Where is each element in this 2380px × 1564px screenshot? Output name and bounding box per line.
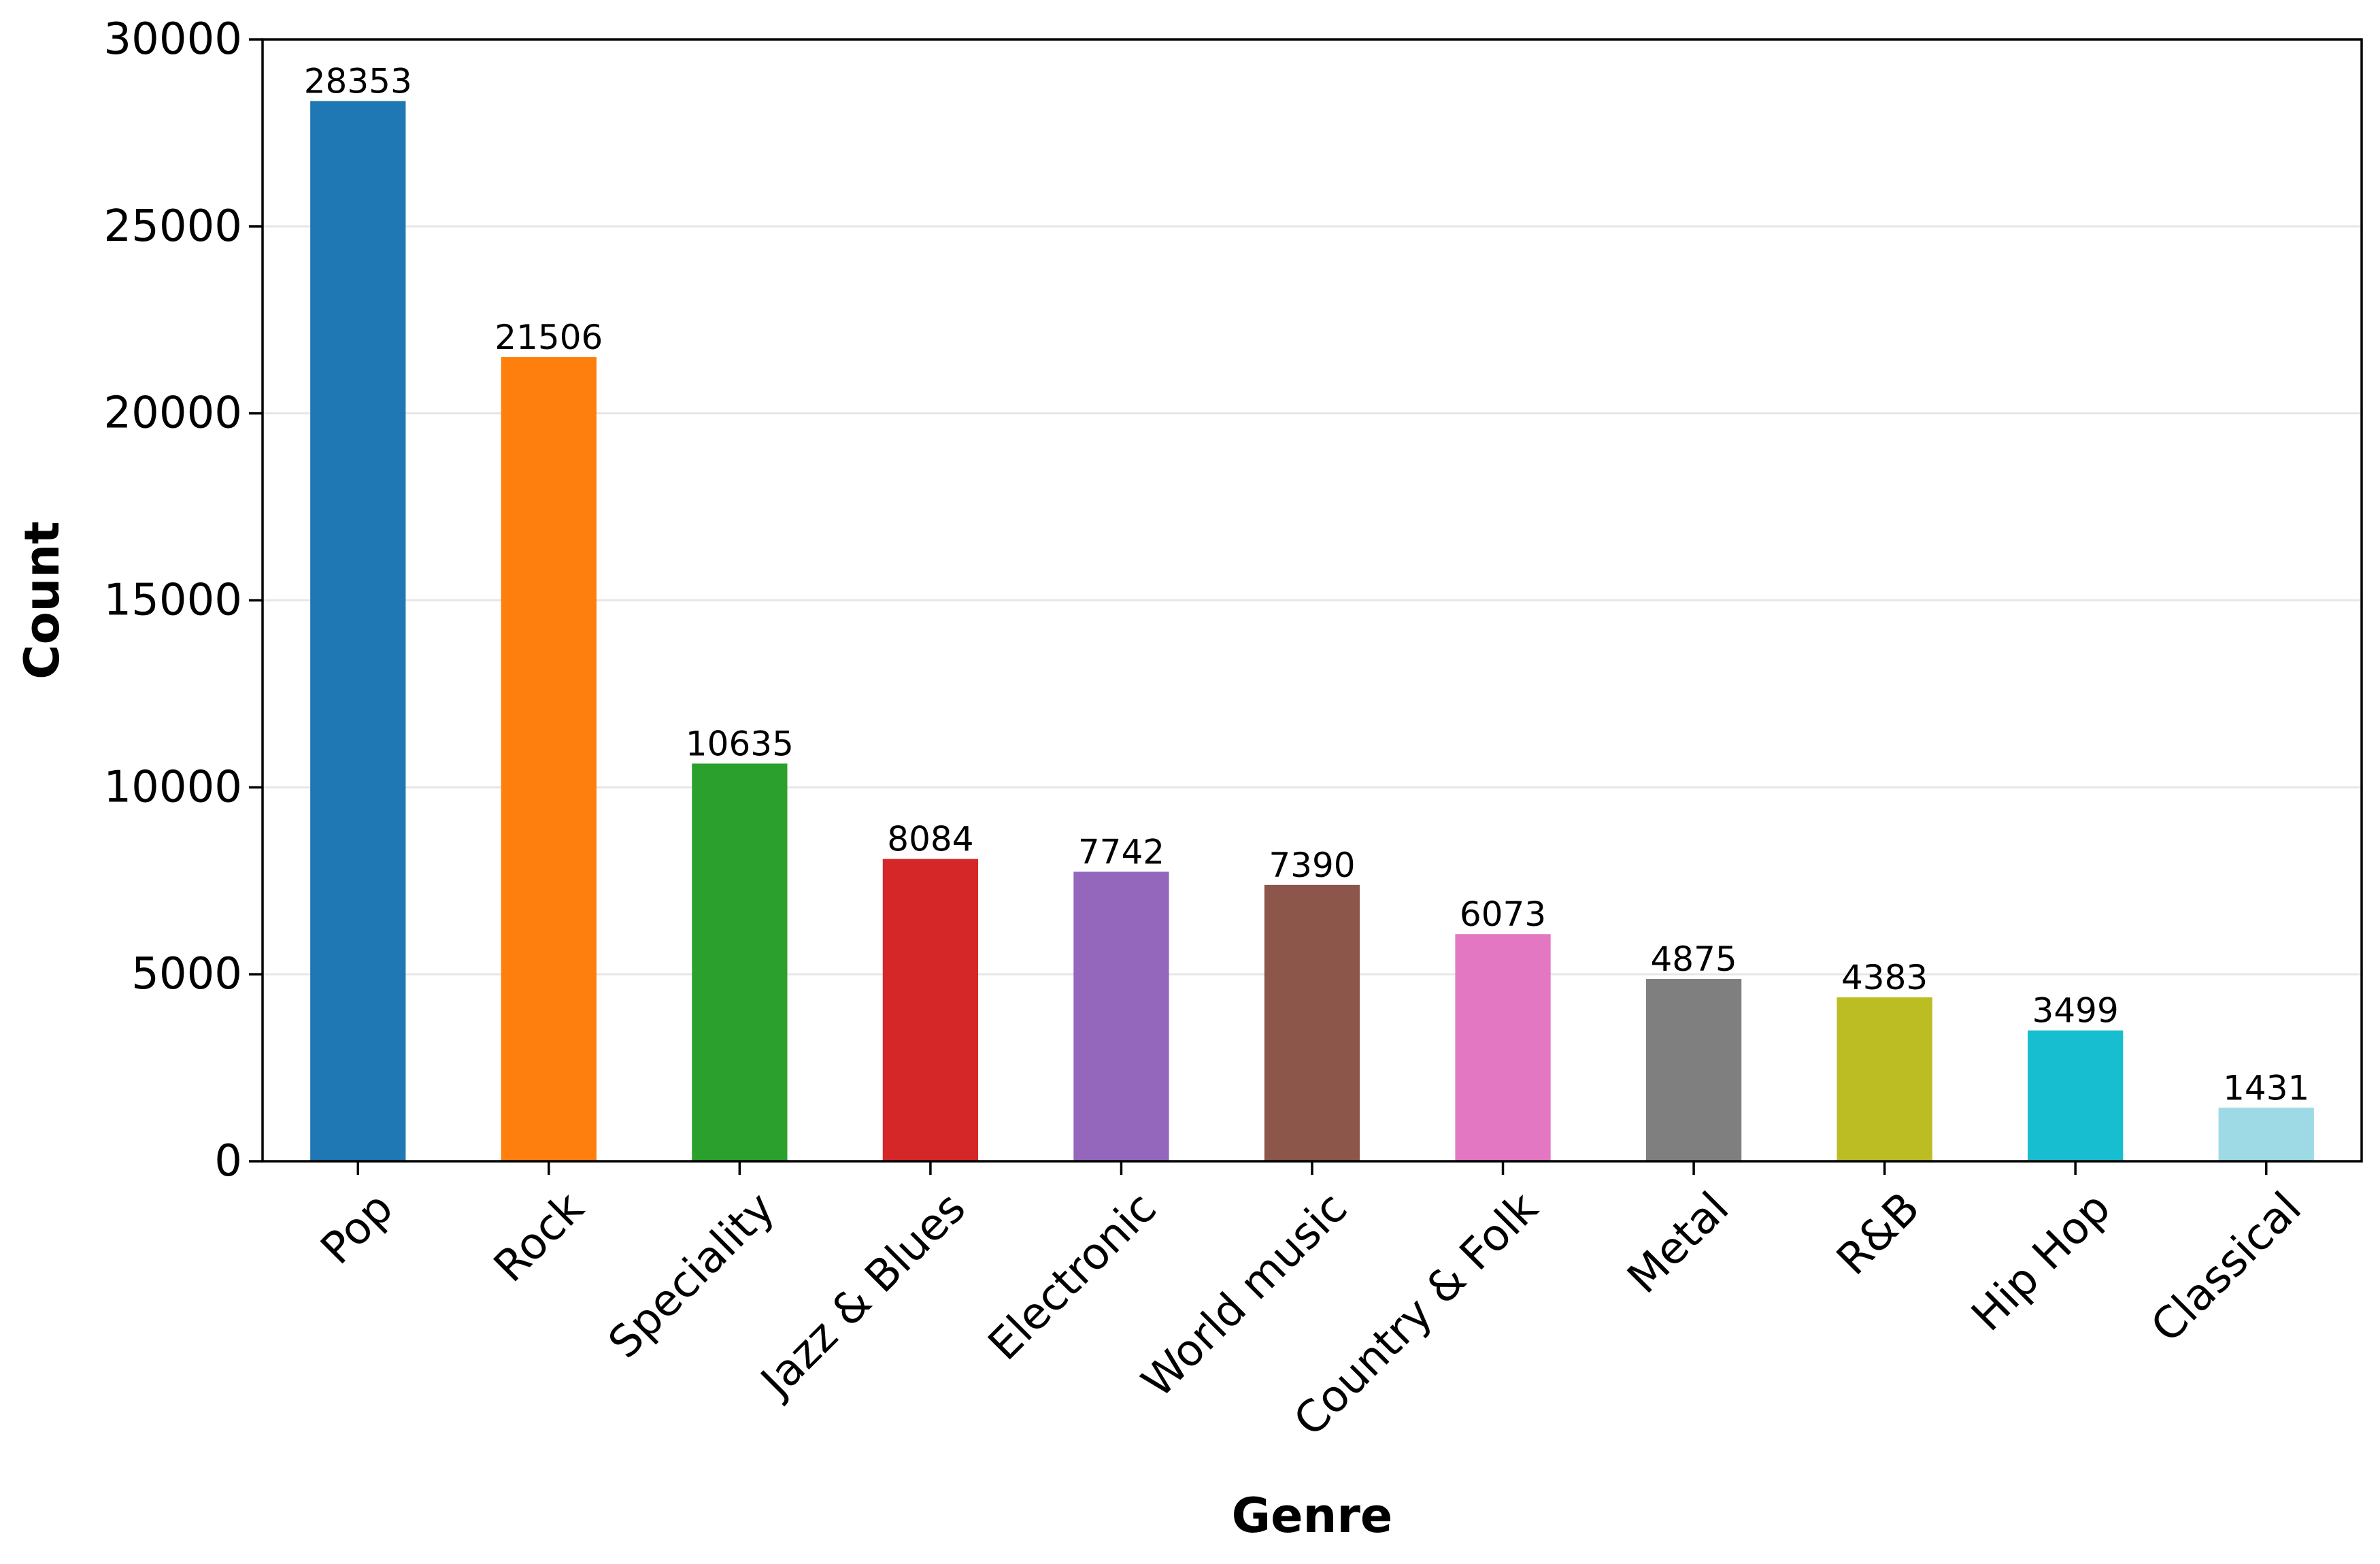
y-tick-label: 10000: [103, 762, 242, 812]
bar: [2218, 1108, 2314, 1161]
data-label: 6073: [1460, 895, 1546, 934]
y-tick-label: 5000: [131, 949, 242, 999]
y-axis-title: Count: [14, 521, 70, 680]
bars: [310, 101, 2314, 1161]
data-label: 4383: [1841, 958, 1928, 997]
bar: [882, 859, 979, 1161]
data-label: 28353: [304, 62, 412, 101]
y-tick-label: 30000: [103, 14, 242, 65]
data-label: 3499: [2032, 991, 2119, 1031]
bar: [310, 101, 406, 1161]
data-label: 7742: [1078, 832, 1164, 871]
data-label: 7390: [1269, 846, 1355, 885]
y-tick-label: 0: [214, 1136, 242, 1186]
y-tick-label: 25000: [103, 201, 242, 252]
bar: [2028, 1030, 2124, 1161]
data-label: 4875: [1650, 939, 1737, 979]
bar: [692, 763, 788, 1161]
bar: [501, 356, 597, 1161]
bar: [1837, 997, 1932, 1161]
data-label: 8084: [887, 820, 973, 859]
x-axis-title: Genre: [1232, 1488, 1393, 1544]
bar: [1645, 979, 1742, 1161]
y-tick-label: 15000: [103, 576, 242, 626]
bar: [1455, 934, 1551, 1161]
bar: [1073, 871, 1169, 1161]
y-axis-ticks: 0 5000 10000 15000 20000 25000 30000: [103, 14, 263, 1186]
data-labels: 28353 21506 10635 8084 7742 7390 6073 4875 4383 3…: [304, 62, 2310, 1108]
gridlines: [263, 225, 2362, 976]
y-tick-label: 20000: [103, 388, 242, 439]
data-label: 21506: [495, 318, 603, 357]
data-label: 10635: [686, 724, 794, 763]
data-label: 1431: [2223, 1068, 2309, 1108]
bar: [1264, 884, 1360, 1161]
